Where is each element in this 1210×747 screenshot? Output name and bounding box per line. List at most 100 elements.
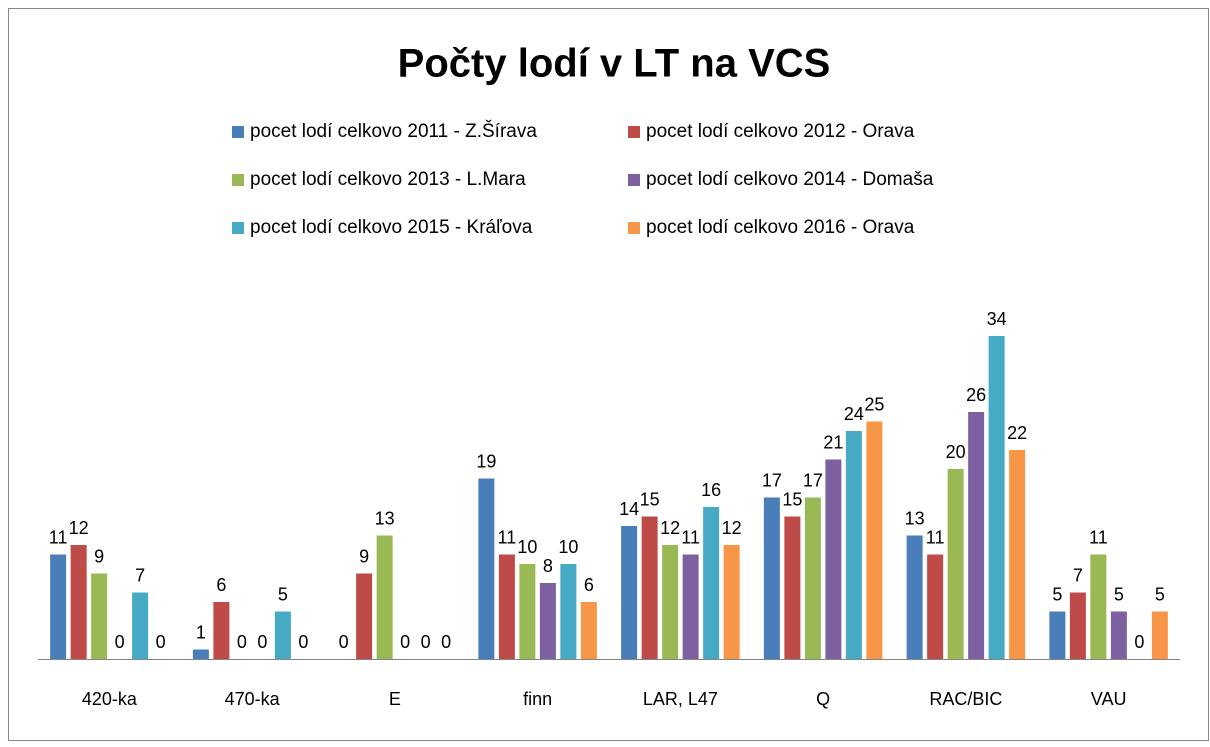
bar [641,516,658,659]
data-label: 21 [823,432,843,452]
bar [703,507,720,659]
data-label: 14 [619,499,639,519]
data-label: 0 [237,632,247,652]
data-label: 0 [421,632,431,652]
data-label: 0 [257,632,267,652]
x-tick-label: RAC/BIC [929,689,1002,709]
data-label: 12 [722,518,742,538]
data-label: 0 [1134,632,1144,652]
legend-swatch [232,174,244,186]
bar [519,564,536,659]
data-label: 0 [339,632,349,652]
data-label: 10 [558,537,578,557]
data-label: 0 [115,632,125,652]
data-label: 5 [1052,584,1062,604]
data-label: 11 [926,527,945,547]
x-tick-label: LAR, L47 [643,689,718,709]
data-label: 0 [400,632,410,652]
bar [988,336,1005,659]
data-label: 11 [49,527,68,547]
bar [132,592,149,659]
bar [356,573,373,659]
data-label: 0 [156,632,166,652]
legend-swatch [628,222,640,234]
bar [91,573,108,659]
legend-label: pocet lodí celkovo 2016 - Orava [646,217,915,238]
bar [968,412,985,659]
legend-label: pocet lodí celkovo 2013 - L.Mara [250,169,526,190]
x-tick-label: 420-ka [82,689,138,709]
bar [825,459,842,659]
data-label: 5 [1155,584,1165,604]
data-label: 15 [782,489,802,509]
data-label: 10 [517,537,537,557]
data-label: 13 [905,508,925,528]
legend-swatch [232,222,244,234]
bar [70,545,87,659]
bar [927,554,944,659]
bar [845,431,862,659]
bar [1151,611,1168,659]
bar [376,535,393,659]
legend-swatch [628,174,640,186]
data-label: 17 [762,470,782,490]
legend-swatch [232,126,244,138]
bar [192,649,209,659]
data-label: 34 [987,309,1007,329]
data-label: 13 [375,508,395,528]
bar [662,545,679,659]
bar [906,535,923,659]
data-label: 25 [864,394,884,414]
bar [478,478,495,659]
bar [560,564,577,659]
x-tick-label: 470-ka [225,689,281,709]
chart-title: Počty lodí v LT na VCS [398,42,831,86]
bar [274,611,291,659]
data-label: 19 [476,451,496,471]
data-label: 9 [94,546,104,566]
bar [539,583,556,659]
bar [50,554,67,659]
bar [1110,611,1127,659]
bar [723,545,740,659]
data-label: 12 [660,518,680,538]
data-label: 8 [543,556,553,576]
bar [682,554,699,659]
data-label: 11 [498,527,517,547]
bar [784,516,801,659]
data-label: 15 [640,489,660,509]
bar [947,469,964,659]
bar [866,421,883,659]
data-label: 0 [441,632,451,652]
data-label: 11 [681,527,700,547]
data-label: 9 [359,546,369,566]
bar [498,554,515,659]
bar [580,602,597,659]
bar [1049,611,1066,659]
data-label: 24 [844,404,864,424]
bar [621,526,638,659]
x-tick-label: VAU [1091,689,1127,709]
data-label: 6 [216,575,226,595]
data-label: 1 [196,622,206,642]
data-label: 26 [966,385,986,405]
legend-label: pocet lodí celkovo 2015 - Kráľova [250,217,533,238]
data-label: 20 [946,442,966,462]
data-label: 16 [701,480,721,500]
bar [1009,450,1026,659]
data-label: 6 [584,575,594,595]
legend-label: pocet lodí celkovo 2012 - Orava [646,121,915,142]
data-label: 12 [69,518,89,538]
data-label: 17 [803,470,823,490]
data-label: 7 [1073,565,1083,585]
bar [1069,592,1086,659]
data-label: 5 [1114,584,1124,604]
x-tick-label: finn [523,689,552,709]
legend-label: pocet lodí celkovo 2014 - Domaša [646,169,934,190]
legend-label: pocet lodí celkovo 2011 - Z.Šírava [250,120,537,142]
x-tick-label: E [389,689,401,709]
bar [1090,554,1107,659]
data-label: 7 [135,565,145,585]
